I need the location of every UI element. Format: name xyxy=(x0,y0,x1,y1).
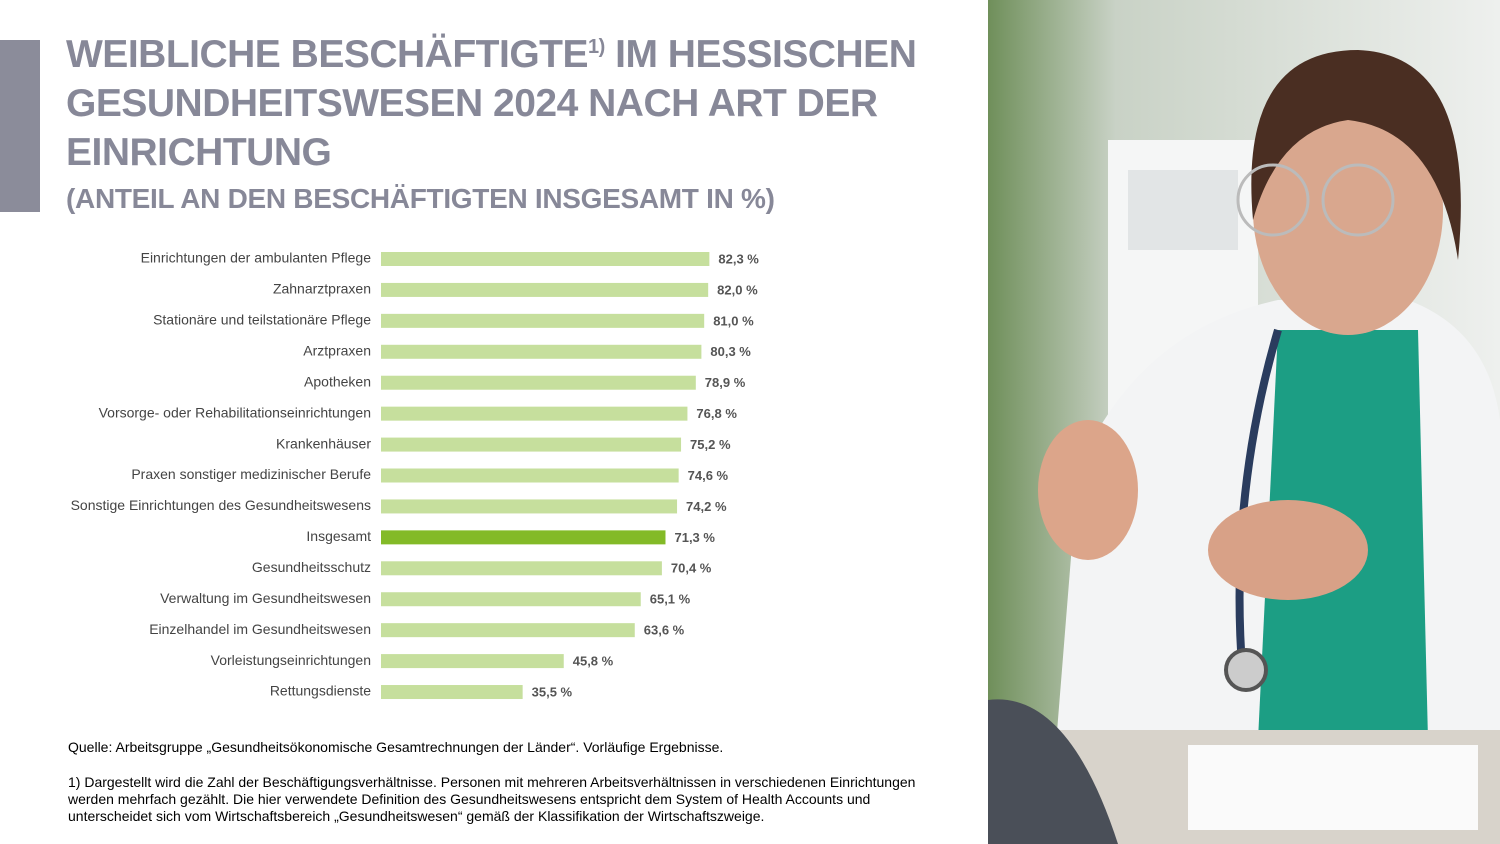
category-label: Gesundheitsschutz xyxy=(252,559,371,575)
bar xyxy=(381,499,678,514)
category-label: Einzelhandel im Gesundheitswesen xyxy=(149,621,371,637)
value-label: 45,8 % xyxy=(573,654,614,669)
bar xyxy=(381,685,523,700)
bar xyxy=(381,530,666,545)
value-label: 78,9 % xyxy=(705,375,746,390)
bar xyxy=(381,437,682,452)
value-label: 82,0 % xyxy=(717,282,758,297)
category-label: Rettungsdienste xyxy=(270,683,371,699)
title-text: WEIBLICHE BESCHÄFTIGTE xyxy=(66,33,589,76)
category-label: Zahnarztpraxen xyxy=(273,281,371,297)
category-label: Verwaltung im Gesundheitswesen xyxy=(160,590,371,606)
value-label: 35,5 % xyxy=(532,684,573,699)
bar xyxy=(381,561,662,576)
stethoscope xyxy=(1235,328,1282,681)
chart: Einrichtungen der ambulanten Pflege 82,3 … xyxy=(71,250,760,700)
bar xyxy=(381,468,679,483)
footnote: 1) Dargestellt wird die Zahl der Beschäf… xyxy=(68,774,916,824)
value-label: 71,3 % xyxy=(674,530,715,545)
bar xyxy=(381,313,705,328)
category-label: Arztpraxen xyxy=(303,342,371,358)
category-label: Praxen sonstiger medizinischer Berufe xyxy=(131,466,371,482)
category-label: Einrichtungen der ambulanten Pflege xyxy=(141,250,372,266)
bar xyxy=(381,592,641,607)
glasses xyxy=(1236,163,1310,237)
value-label: 75,2 % xyxy=(690,437,731,452)
accent-bar xyxy=(0,40,40,212)
patient xyxy=(988,699,1118,844)
value-label: 81,0 % xyxy=(713,313,754,328)
category-label: Sonstige Einrichtungen des Gesundheitswe… xyxy=(71,497,371,513)
clipboard xyxy=(1188,745,1478,830)
category-label: Stationäre und teilstationäre Pflege xyxy=(153,312,371,328)
bar xyxy=(381,282,709,297)
hand xyxy=(1208,500,1368,600)
face xyxy=(1253,85,1443,335)
source: Quelle: Arbeitsgruppe „Gesundheitsökonom… xyxy=(68,739,724,755)
shelf-box xyxy=(1128,170,1238,250)
category-label: Apotheken xyxy=(304,373,371,389)
bar xyxy=(381,375,696,390)
bar xyxy=(381,252,710,266)
category-label: Vorleistungseinrichtungen xyxy=(211,652,371,668)
value-label: 74,2 % xyxy=(686,499,727,514)
category-label: Vorsorge- oder Rehabilitationseinrichtun… xyxy=(99,404,371,420)
value-label: 65,1 % xyxy=(650,592,691,607)
value-label: 74,6 % xyxy=(688,468,729,483)
glasses xyxy=(1321,163,1395,237)
title-footnote-mark: 1) xyxy=(588,36,605,58)
value-label: 82,3 % xyxy=(718,251,759,266)
bar xyxy=(381,623,635,638)
value-label: 70,4 % xyxy=(671,561,712,576)
bar xyxy=(381,406,688,421)
chart-subtitle: (ANTEIL AN DEN BESCHÄFTIGTEN INSGESAMT I… xyxy=(66,183,775,214)
chart-title: WEIBLICHE BESCHÄFTIGTE1) IM HESSISCHEN G… xyxy=(66,30,966,177)
value-label: 76,8 % xyxy=(696,406,737,421)
category-label: Insgesamt xyxy=(306,528,371,544)
title-text: IM HESSISCHEN GESUNDHEITSWESEN 2024 NACH… xyxy=(66,33,917,174)
category-label: Krankenhäuser xyxy=(276,435,371,451)
photo xyxy=(988,0,1500,844)
bar xyxy=(381,654,564,669)
value-label: 63,6 % xyxy=(644,623,685,638)
value-label: 80,3 % xyxy=(710,344,751,359)
bar xyxy=(381,344,702,359)
hair xyxy=(1251,50,1461,260)
hand xyxy=(1038,420,1138,560)
stethoscope-head xyxy=(1224,648,1268,692)
